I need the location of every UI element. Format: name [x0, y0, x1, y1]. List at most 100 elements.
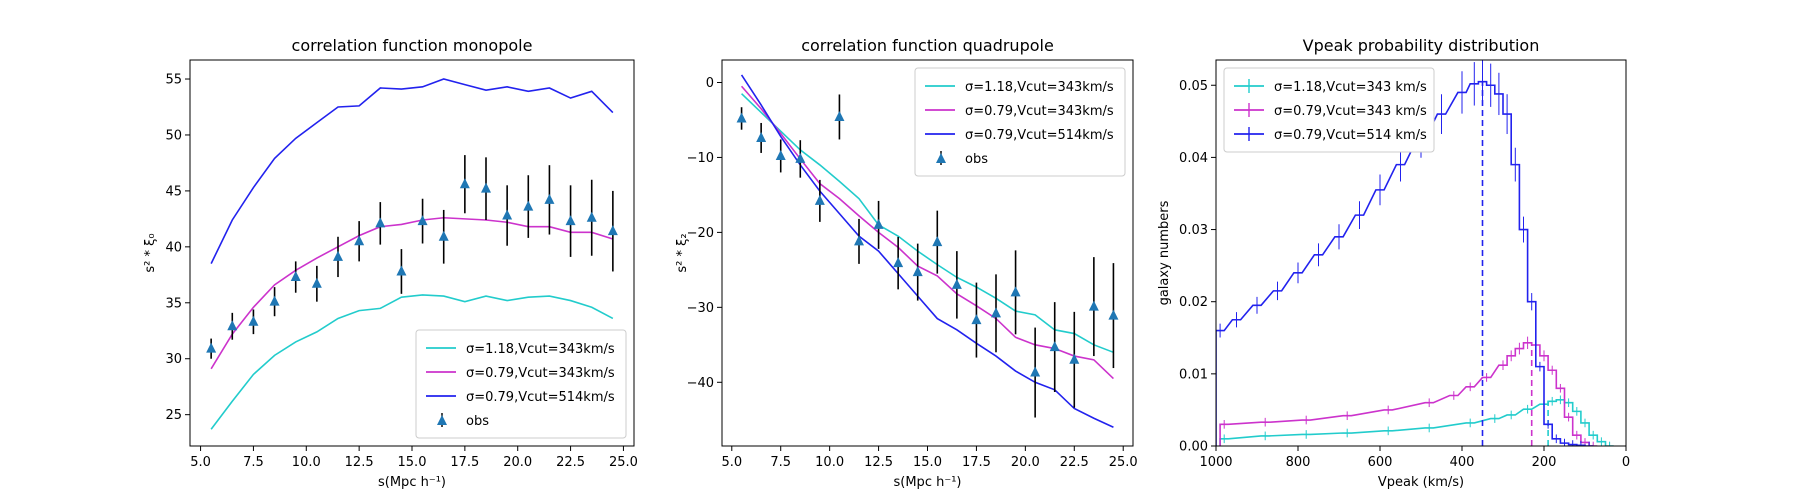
series-3 [210, 78, 614, 264]
panel-1: 5.0 7.5 10.0 12.5 15.0 17.5 20.0 22.5 25.0 25 30 35… [143, 36, 638, 490]
obs-point [873, 218, 884, 229]
series-line [740, 74, 1114, 428]
legend-item: σ=1.18,Vcut=343 km/s [1234, 79, 1427, 95]
y-tick-label: 35 [165, 296, 182, 311]
obs-point [756, 131, 767, 142]
obs-point [311, 277, 322, 288]
obs-point [459, 178, 470, 189]
y-tick-label: 0.01 [1179, 367, 1208, 382]
obs-point [396, 265, 407, 276]
x-tick-label: 400 [1450, 455, 1475, 470]
y-tick-label: 25 [165, 408, 182, 423]
y-tick-label: 0.02 [1179, 295, 1208, 310]
obs-point [814, 194, 825, 205]
legend-label: σ=0.79,Vcut=343 km/s [1274, 104, 1427, 119]
obs-point [544, 193, 555, 204]
legend-item: σ=1.18,Vcut=343km/s [426, 342, 615, 357]
obs-point [971, 314, 982, 325]
obs-point [775, 149, 786, 160]
x-tick-label: 7.5 [243, 455, 264, 470]
series-2 [1219, 336, 1598, 446]
obs-point [417, 215, 428, 226]
legend-label: σ=1.18,Vcut=343km/s [466, 342, 615, 357]
plot-area [1216, 60, 1614, 446]
legend-item: σ=0.79,Vcut=514 km/s [1234, 127, 1427, 143]
series-line [210, 78, 614, 264]
obs-point [932, 236, 943, 247]
series-1 [210, 294, 614, 430]
obs-point [1030, 366, 1041, 377]
x-tick-label: 20.0 [1011, 455, 1040, 470]
legend-marker [437, 415, 447, 425]
legend-label: σ=1.18,Vcut=343 km/s [1274, 80, 1427, 95]
y-tick-label: 0.05 [1179, 79, 1208, 94]
obs-point [736, 112, 747, 123]
x-tick-label: 17.5 [450, 455, 479, 470]
obs-point [1088, 300, 1099, 311]
chart-title: Vpeak probability distribution [1303, 36, 1540, 55]
legend-item: obs [936, 151, 988, 167]
legend-label: obs [466, 414, 489, 429]
y-tick-label: −20 [687, 226, 714, 241]
obs-point [565, 215, 576, 226]
obs-point [1049, 341, 1060, 352]
panel-3: 1000 800 600 400 200 0 0.00 0.01 0.02 0.03 0.04 0.0… [1157, 36, 1630, 490]
x-tick-label: 25.0 [609, 455, 638, 470]
x-tick-label: 10.0 [815, 455, 844, 470]
y-tick-label: −40 [687, 376, 714, 391]
x-axis-label: s(Mpc h⁻¹) [378, 475, 446, 490]
y-tick-label: 0.00 [1179, 440, 1208, 455]
obs-point [912, 266, 923, 277]
legend-label: σ=0.79,Vcut=514km/s [965, 128, 1114, 143]
legend-box [415, 329, 627, 439]
legend-marker [936, 153, 946, 163]
legend-label: σ=0.79,Vcut=514 km/s [1274, 128, 1427, 143]
obs-point [333, 250, 343, 261]
x-tick-label: 1000 [1199, 455, 1232, 470]
obs-point [893, 257, 904, 268]
legend-label: obs [965, 152, 988, 167]
legend-label: σ=1.18,Vcut=343km/s [965, 80, 1114, 95]
series-line [741, 93, 1114, 354]
y-tick-label: 0 [706, 76, 714, 91]
x-tick-label: 12.5 [864, 455, 893, 470]
axes-frame [1215, 59, 1627, 447]
legend-label: σ=0.79,Vcut=514km/s [466, 390, 615, 405]
series-line [210, 294, 614, 430]
obs-point [354, 235, 365, 246]
legend-box [914, 67, 1126, 177]
obs-point [523, 200, 534, 211]
obs-point [375, 217, 386, 228]
histogram-line [1216, 80, 1594, 446]
y-tick-label: 0.03 [1179, 223, 1208, 238]
obs-point [854, 235, 864, 246]
legend-item: obs [437, 413, 489, 429]
x-tick-label: 17.5 [962, 455, 991, 470]
x-tick-label: 5.0 [190, 455, 211, 470]
obs-point [795, 152, 806, 163]
legend-label: σ=0.79,Vcut=343km/s [965, 104, 1114, 119]
series-1 [741, 93, 1114, 354]
obs-point [269, 295, 280, 306]
y-tick-label: 30 [165, 352, 182, 367]
x-tick-label: 12.5 [345, 455, 374, 470]
legend: σ=1.18,Vcut=343 km/s σ=0.79,Vcut=343 km/s… [1223, 67, 1435, 153]
x-tick-label: 0 [1622, 455, 1630, 470]
obs-point [586, 211, 597, 222]
obs-point [1010, 286, 1021, 297]
obs-point [1069, 353, 1080, 364]
legend-label: σ=0.79,Vcut=343km/s [466, 366, 615, 381]
obs-point [438, 230, 449, 241]
obs-point [951, 278, 962, 289]
obs-point [991, 307, 1001, 318]
histogram-line [1219, 342, 1598, 446]
y-tick-label: 50 [165, 128, 182, 143]
legend-item: σ=0.79,Vcut=343km/s [426, 366, 615, 381]
histogram-line [1219, 399, 1614, 446]
legend-item: σ=0.79,Vcut=514km/s [925, 128, 1114, 143]
y-tick-label: 45 [165, 184, 182, 199]
x-tick-label: 20.0 [503, 455, 532, 470]
y-tick-label: 55 [165, 73, 182, 88]
obs-point [290, 271, 301, 282]
